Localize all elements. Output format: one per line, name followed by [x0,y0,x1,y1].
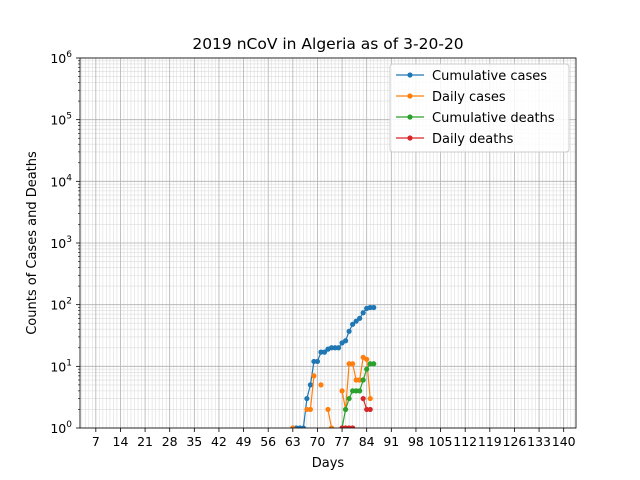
data-point [342,338,349,344]
data-point [346,328,352,334]
y-tick-label: 106 [50,50,72,66]
data-point [364,356,370,362]
x-tick-label: 84 [359,434,375,449]
x-tick-label: 133 [527,434,551,449]
x-tick-label: 77 [334,434,350,449]
x-tick-label: 126 [503,434,527,449]
legend-box [389,63,570,153]
y-tick-label: 104 [50,173,72,189]
legend-label: Daily cases [432,90,506,105]
x-tick-label: 91 [383,434,399,449]
x-tick-label: 140 [552,434,576,449]
x-tick-label: 119 [478,434,502,449]
y-tick-label: 100 [50,420,72,436]
data-point [367,395,373,402]
data-point [350,321,356,327]
data-point [350,425,356,428]
x-tick-label: 98 [408,434,424,449]
data-point [360,395,366,402]
x-tick-label: 105 [429,434,453,449]
data-point [325,406,331,413]
legend-label: Cumulative cases [432,69,547,84]
series-2 [339,361,377,428]
series-line [327,409,333,428]
data-point [350,361,356,367]
data-point [342,406,349,413]
x-axis-label: Days [312,456,345,471]
x-axis-ticks: 7 14 21 28 35 42 49 56 63 70 77 84 91 98 105 112 119 126 1… [92,428,576,449]
data-point [346,395,352,402]
data-point [307,406,314,413]
data-point [364,366,370,372]
legend-marker [407,72,413,78]
chart-title: 2019 nCoV in Algeria as of 3-20-20 [192,35,463,53]
data-point [335,345,342,351]
data-point [353,318,359,324]
x-tick-label: 42 [211,434,227,449]
y-tick-label: 101 [50,358,72,374]
data-point [357,388,363,394]
legend-label: Cumulative deaths [432,111,555,126]
x-tick-label: 14 [113,434,129,449]
y-axis-ticks: 100 101 102 103 104 105 106 [50,50,80,436]
data-point [328,425,335,428]
data-point [290,425,296,428]
x-tick-label: 35 [186,434,202,449]
legend: Cumulative cases Daily cases Cumulative de… [389,63,570,153]
data-point [318,382,324,388]
data-point [371,361,377,367]
legend-marker [407,114,413,120]
y-tick-label: 103 [50,235,72,251]
legend-label: Daily deaths [432,132,514,147]
legend-marker [407,93,413,99]
data-point [367,406,373,413]
data-point [360,310,366,316]
x-tick-label: 28 [162,434,178,449]
data-point [300,425,306,428]
x-tick-label: 49 [236,434,252,449]
x-tick-label: 63 [285,434,301,449]
data-point [339,388,345,394]
series-3 [339,395,373,428]
plot-series [290,304,377,428]
data-point [314,358,321,365]
data-point [357,315,363,321]
x-tick-label: 56 [260,434,276,449]
y-axis-label: Counts of Cases and Deaths [25,151,40,335]
data-point [311,373,317,379]
x-tick-label: 70 [309,434,325,449]
y-tick-label: 102 [50,297,72,313]
data-point [307,382,314,388]
data-point [371,304,377,311]
x-tick-label: 112 [453,434,477,449]
data-point [304,395,310,402]
legend-marker [407,135,413,141]
data-point [360,377,366,383]
data-point [321,349,328,355]
x-tick-label: 7 [92,434,100,449]
y-tick-label: 105 [50,112,72,128]
x-tick-label: 21 [137,434,153,449]
